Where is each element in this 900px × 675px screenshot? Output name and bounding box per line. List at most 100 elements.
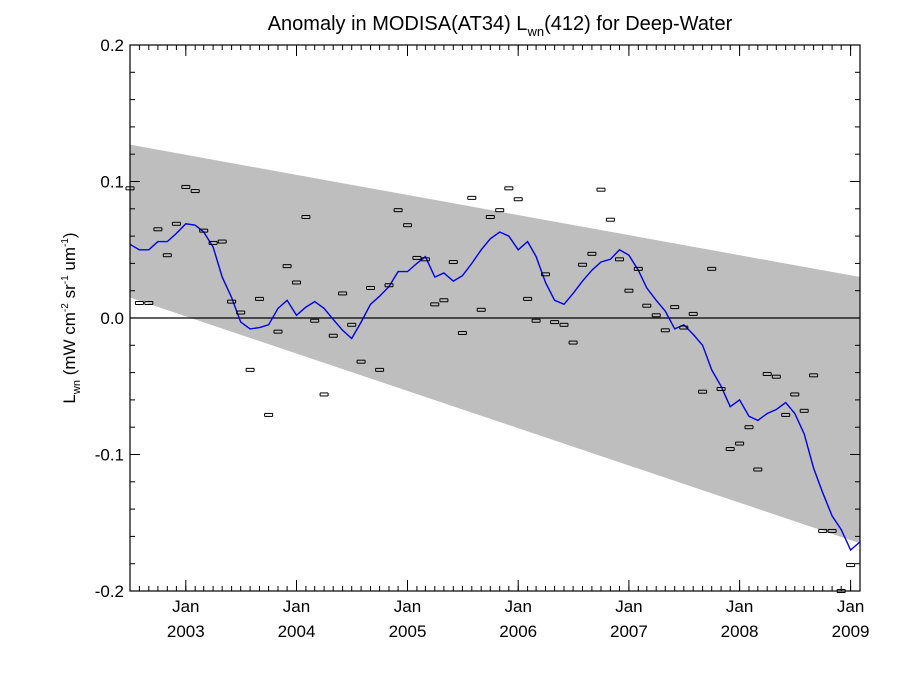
data-point bbox=[531, 318, 541, 323]
confidence-band bbox=[130, 144, 860, 544]
data-point bbox=[171, 221, 181, 226]
data-point bbox=[495, 208, 505, 213]
data-point bbox=[153, 227, 163, 232]
data-point bbox=[338, 291, 348, 296]
data-point bbox=[633, 266, 643, 271]
data-point bbox=[208, 240, 218, 245]
data-point bbox=[273, 329, 283, 334]
data-point bbox=[356, 359, 366, 364]
x-tick-label-month: Jan bbox=[394, 597, 421, 616]
data-point bbox=[310, 318, 320, 323]
data-point bbox=[744, 425, 754, 430]
data-point bbox=[504, 186, 514, 191]
data-point bbox=[181, 184, 191, 189]
data-point bbox=[809, 373, 819, 378]
data-point bbox=[614, 257, 624, 262]
x-tick-label-year: 2005 bbox=[389, 622, 427, 641]
x-tick-label-month: Jan bbox=[283, 597, 310, 616]
data-point bbox=[762, 371, 772, 376]
y-tick-label: 0.2 bbox=[100, 36, 124, 55]
y-axis-label-exp-cm: -2 bbox=[60, 303, 71, 312]
data-point bbox=[420, 257, 430, 262]
data-point bbox=[439, 298, 449, 303]
data-point bbox=[448, 260, 458, 265]
y-axis-label-units: (mW cm bbox=[60, 312, 79, 380]
y-axis-label-subscript: wn bbox=[71, 380, 83, 395]
y-axis-label-exp-sr: -1 bbox=[60, 275, 71, 284]
data-point bbox=[781, 412, 791, 417]
data-point bbox=[660, 328, 670, 333]
chart-title-subscript: wn bbox=[526, 24, 544, 39]
data-point bbox=[818, 528, 828, 533]
x-tick-label-year: 2009 bbox=[832, 622, 870, 641]
series-line-running-mean bbox=[129, 223, 861, 552]
y-axis-label-close: ) bbox=[60, 232, 79, 238]
data-point bbox=[393, 208, 403, 213]
y-axis-label: Lwn (mW cm-2 sr-1 um-1) bbox=[60, 232, 83, 403]
y-tick-label: -0.2 bbox=[95, 582, 124, 601]
data-point bbox=[217, 239, 227, 244]
data-point bbox=[375, 367, 385, 372]
data-point bbox=[753, 467, 763, 472]
data-point bbox=[190, 189, 200, 194]
data-point bbox=[651, 313, 661, 318]
data-point bbox=[846, 563, 856, 568]
chart-title-main: Anomaly in MODISA(AT34) L bbox=[268, 13, 528, 35]
data-point bbox=[347, 322, 357, 327]
data-point bbox=[707, 266, 717, 271]
data-point bbox=[199, 228, 209, 233]
plot-frame bbox=[129, 44, 861, 592]
data-point bbox=[292, 280, 302, 285]
data-point bbox=[587, 251, 597, 256]
data-point bbox=[642, 303, 652, 308]
data-point bbox=[605, 217, 615, 222]
data-point bbox=[540, 272, 550, 277]
x-tick-label-month: Jan bbox=[726, 597, 753, 616]
chart-title: Anomaly in MODISA(AT34) Lwn(412) for Dee… bbox=[268, 13, 733, 39]
y-tick-label: -0.1 bbox=[95, 446, 124, 465]
data-point bbox=[301, 214, 311, 219]
data-point bbox=[725, 447, 735, 452]
data-point bbox=[328, 333, 338, 338]
y-axis-label-symbol: L bbox=[60, 394, 79, 403]
data-point bbox=[282, 264, 292, 269]
data-point bbox=[670, 305, 680, 310]
data-point bbox=[688, 311, 698, 316]
data-point bbox=[568, 340, 578, 345]
data-point bbox=[559, 322, 569, 327]
data-point bbox=[457, 331, 467, 336]
data-point bbox=[550, 320, 560, 325]
data-point bbox=[236, 310, 246, 315]
x-tick-label-month: Jan bbox=[504, 597, 531, 616]
data-point bbox=[624, 288, 634, 293]
x-tick-label-year: 2008 bbox=[721, 622, 759, 641]
x-tick-label-year: 2006 bbox=[499, 622, 537, 641]
data-point bbox=[716, 386, 726, 391]
data-point bbox=[827, 528, 837, 533]
data-point bbox=[799, 408, 809, 413]
data-point bbox=[366, 285, 376, 290]
y-tick-label: 0.0 bbox=[100, 309, 124, 328]
y-tick-label: 0.1 bbox=[100, 173, 124, 192]
data-point bbox=[476, 307, 486, 312]
y-axis-label-um: um bbox=[60, 247, 79, 275]
data-point bbox=[735, 441, 745, 446]
data-point bbox=[134, 300, 144, 305]
data-point bbox=[467, 195, 477, 200]
data-point bbox=[698, 389, 708, 394]
data-point bbox=[513, 197, 523, 202]
data-point bbox=[679, 325, 689, 330]
chart-title-suffix: (412) for Deep-Water bbox=[544, 13, 733, 35]
data-point bbox=[255, 296, 265, 301]
data-point bbox=[319, 392, 329, 397]
data-point bbox=[523, 296, 533, 301]
data-point bbox=[403, 223, 413, 228]
y-axis-label-sr: sr bbox=[60, 284, 79, 303]
data-point bbox=[485, 214, 495, 219]
data-point bbox=[430, 302, 440, 307]
data-point bbox=[162, 253, 172, 258]
data-point bbox=[577, 262, 587, 267]
x-tick-label-month: Jan bbox=[615, 597, 642, 616]
x-tick-label-year: 2004 bbox=[278, 622, 316, 641]
